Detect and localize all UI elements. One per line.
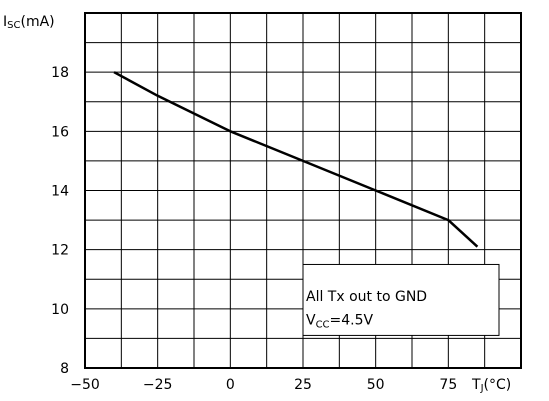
x-axis-label-main: T: [471, 377, 481, 393]
plot-border: [84, 12, 522, 369]
y-tick-label: 14: [51, 184, 69, 200]
annotation-box: [302, 263, 500, 336]
x-axis-label-subscript: J: [480, 383, 484, 394]
tick-labels: −50 −25 0 25 50 75 8 10 12 14 16 18: [51, 65, 457, 393]
series-line: [113, 71, 479, 248]
annotation-line-2-subscript: CC: [316, 320, 330, 331]
y-tick-label: 10: [51, 302, 69, 318]
series-group: [113, 71, 479, 248]
x-tick-label: 25: [294, 377, 312, 393]
x-tick-label: 0: [226, 377, 235, 393]
x-axis-label-unit: (°C): [484, 377, 512, 393]
annotation-line-2: VCC=4.5V: [306, 313, 374, 331]
y-tick-label: 16: [51, 124, 69, 140]
x-tick-label: −50: [70, 377, 100, 393]
annotation-line-1: All Tx out to GND: [306, 289, 427, 305]
y-tick-label: 12: [51, 243, 69, 259]
y-axis-label-subscript: SC: [7, 20, 20, 31]
y-axis-label-main: I: [3, 14, 7, 30]
x-tick-label: −25: [143, 377, 173, 393]
y-tick-label: 18: [51, 65, 69, 81]
y-axis-label-unit: (mA): [20, 14, 54, 30]
x-axis-label: TJ(°C): [471, 377, 511, 394]
y-axis-label: ISC(mA): [3, 14, 55, 31]
annotation-line-2-prefix: V: [306, 313, 316, 329]
annotation-line-2-suffix: =4.5V: [330, 313, 374, 329]
x-tick-label: 50: [367, 377, 385, 393]
y-tick-label: 8: [60, 361, 69, 377]
x-tick-label: 75: [439, 377, 457, 393]
plot-frame: [84, 12, 522, 369]
